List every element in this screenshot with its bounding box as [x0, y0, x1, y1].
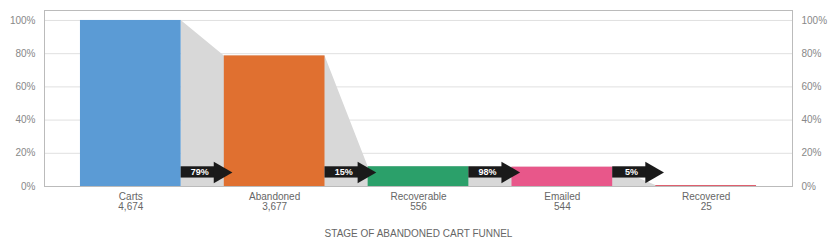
svg-text:80%: 80%: [15, 48, 35, 59]
svg-text:5%: 5%: [625, 167, 638, 177]
svg-text:79%: 79%: [191, 167, 209, 177]
svg-text:98%: 98%: [479, 167, 497, 177]
svg-text:100%: 100%: [802, 15, 828, 26]
svg-text:Emailed544: Emailed544: [544, 191, 580, 212]
svg-text:15%: 15%: [335, 167, 353, 177]
svg-text:Carts4,674: Carts4,674: [118, 191, 143, 212]
svg-text:80%: 80%: [802, 48, 822, 59]
svg-text:40%: 40%: [802, 114, 822, 125]
svg-text:Recoverable556: Recoverable556: [390, 191, 447, 212]
svg-text:STAGE OF ABANDONED CART FUNNEL: STAGE OF ABANDONED CART FUNNEL: [325, 228, 513, 239]
svg-text:60%: 60%: [802, 81, 822, 92]
svg-text:60%: 60%: [15, 81, 35, 92]
svg-text:20%: 20%: [802, 147, 822, 158]
svg-text:20%: 20%: [15, 147, 35, 158]
svg-text:Recovered25: Recovered25: [682, 191, 730, 212]
svg-text:0%: 0%: [21, 181, 36, 192]
svg-text:Abandoned3,677: Abandoned3,677: [249, 191, 300, 212]
svg-text:0%: 0%: [802, 181, 817, 192]
svg-text:40%: 40%: [15, 114, 35, 125]
svg-text:100%: 100%: [10, 15, 36, 26]
